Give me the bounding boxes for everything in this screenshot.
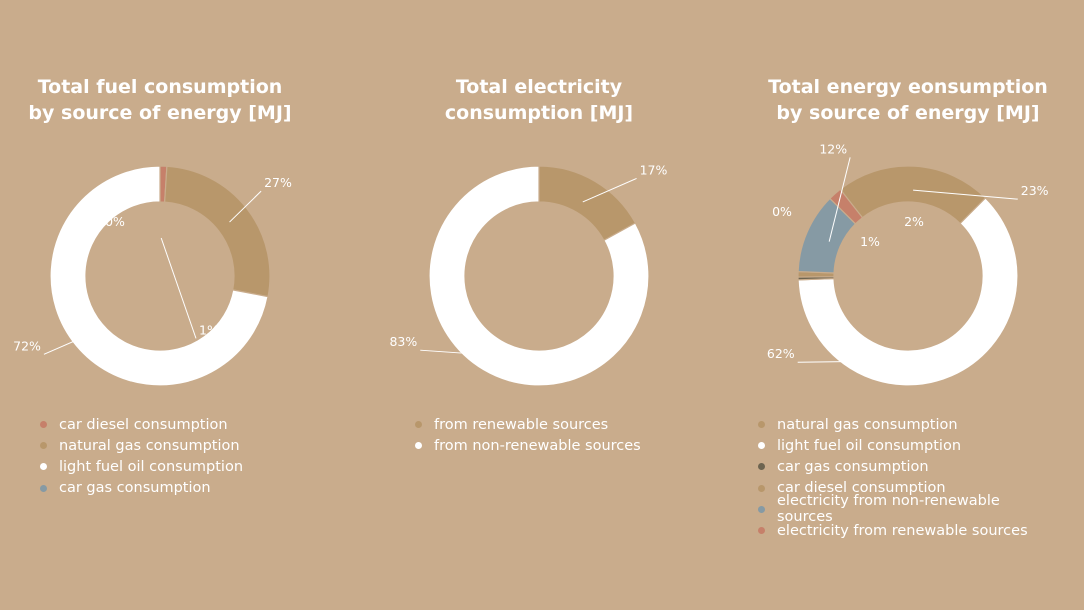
chart-title-line-2: consumption [MJ] <box>444 102 634 124</box>
legend-dot <box>40 421 47 429</box>
legend-label: from non-renewable sources <box>434 437 641 454</box>
legend-dot <box>415 442 422 450</box>
percent-label: 72% <box>13 338 41 353</box>
leader-line <box>913 189 1018 200</box>
chart-legend: natural gas consumption light fuel oil co… <box>758 414 1058 541</box>
percent-label: 23% <box>1021 183 1049 198</box>
percent-label: 62% <box>767 346 795 361</box>
percent-label: 12% <box>819 141 847 156</box>
legend-label: car diesel consumption <box>777 480 946 497</box>
leader-line <box>43 334 90 355</box>
percent-label: 17% <box>640 162 668 177</box>
legend-dot <box>415 421 422 429</box>
donut-chart-energy: 23% 62% 0% 1% 12% 2% <box>767 141 1049 387</box>
chart-legend: from renewable sources from non-renewable… <box>415 414 641 456</box>
legend-dot <box>40 463 47 471</box>
legend-dot <box>758 463 765 471</box>
chart-panel-electricity: Total electricity consumption [MJ] 17% 83… <box>389 0 689 610</box>
chart-title-line-2: by source of energy [MJ] <box>776 102 1040 124</box>
legend-label: car gas consumption <box>59 480 211 497</box>
legend-dot <box>758 442 765 450</box>
legend-label: light fuel oil consumption <box>777 437 962 454</box>
legend-label: from renewable sources <box>434 416 609 433</box>
leader-line <box>797 359 945 363</box>
donut-chart-fuel: 1% 27% 72% 0% <box>13 165 292 387</box>
legend-dot <box>40 484 47 492</box>
percent-label: 1% <box>860 234 880 249</box>
percent-label: 1% <box>199 322 219 337</box>
slice-light-fuel-oil-consumption <box>49 165 269 387</box>
slice-from-non-renewable-sources <box>428 165 650 387</box>
legend-label: natural gas consumption <box>777 416 958 433</box>
legend-item: from non-renewable sources <box>415 435 641 456</box>
legend-dot <box>758 527 765 535</box>
leader-line <box>582 177 637 203</box>
legend-label: light fuel oil consumption <box>59 458 244 475</box>
slice-light-fuel-oil-consumption <box>797 197 1019 387</box>
percent-label: 0% <box>105 214 125 229</box>
legend-item: car diesel consumption <box>758 478 1058 499</box>
legend-item: car diesel consumption <box>40 414 243 435</box>
chart-title-line-1: Total energy eonsumption <box>768 76 1048 98</box>
chart-title: Total fuel consumption by source of ener… <box>10 74 310 126</box>
percent-label: 27% <box>264 175 292 190</box>
legend-item: natural gas consumption <box>758 414 1058 435</box>
legend-dot <box>758 421 765 429</box>
percent-label: 2% <box>904 214 924 229</box>
percent-label: 0% <box>772 204 792 219</box>
slice-natural-gas-consumption <box>164 165 271 298</box>
legend-dot <box>758 505 765 513</box>
legend-item: light fuel oil consumption <box>40 456 243 477</box>
chart-title: Total electricity consumption [MJ] <box>389 74 689 126</box>
legend-label: car gas consumption <box>777 458 929 475</box>
chart-panel-energy: Total energy eonsumption by source of en… <box>758 0 1058 610</box>
legend-label: electricity from non-renewable sources <box>777 493 1000 526</box>
leader-line <box>160 237 197 339</box>
slice-electricity-from-renewable-sources <box>829 188 864 225</box>
legend-item: natural gas consumption <box>40 435 243 456</box>
chart-legend: car diesel consumption natural gas consum… <box>40 414 243 499</box>
percent-label: 83% <box>389 334 417 349</box>
legend-label: car diesel consumption <box>59 416 228 433</box>
legend-label: natural gas consumption <box>59 437 240 454</box>
slice-from-renewable-sources <box>538 165 637 242</box>
legend-dot <box>40 442 47 450</box>
leader-line <box>229 190 262 223</box>
legend-item: car gas consumption <box>758 456 1058 477</box>
donut-chart-electricity: 17% 83% <box>389 162 668 387</box>
chart-title-line-1: Total electricity <box>455 76 623 98</box>
legend-item: electricity from non-renewable sources <box>758 493 1058 525</box>
chart-title: Total energy eonsumption by source of en… <box>758 74 1058 126</box>
legend-dot <box>758 484 765 492</box>
chart-title-line-2: by source of energy [MJ] <box>28 102 292 124</box>
leader-line <box>828 157 851 242</box>
leader-line <box>420 349 493 356</box>
legend-item: electricity from renewable sources <box>758 520 1058 541</box>
chart-panel-fuel: Total fuel consumption by source of ener… <box>10 0 310 610</box>
legend-item: light fuel oil consumption <box>758 435 1058 456</box>
chart-title-line-1: Total fuel consumption <box>37 76 283 98</box>
legend-item: from renewable sources <box>415 414 641 435</box>
legend-item: car gas consumption <box>40 478 243 499</box>
legend-label: electricity from renewable sources <box>777 522 1028 539</box>
